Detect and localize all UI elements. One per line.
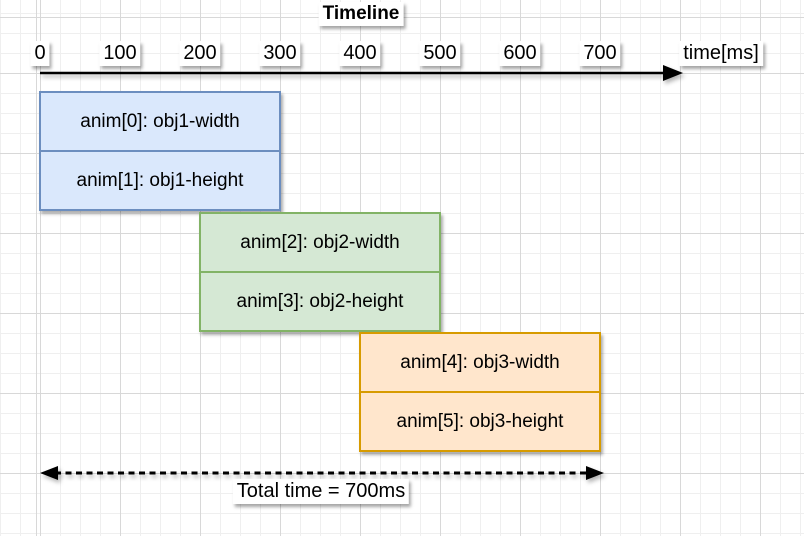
diagram-title: Timeline <box>318 2 404 26</box>
total-time-left-arrowhead-icon <box>40 466 58 480</box>
anim-bar-5: anim[5]: obj3-height <box>361 391 599 450</box>
axis-tick-label: 100 <box>99 41 141 66</box>
anim-group-obj3: anim[4]: obj3-width anim[5]: obj3-height <box>359 332 601 452</box>
anim-bar-2: anim[2]: obj2-width <box>240 231 400 253</box>
axis-tick-label: 200 <box>179 41 221 66</box>
anim-bar-4: anim[4]: obj3-width <box>400 351 560 373</box>
total-time-label: Total time = 700ms <box>232 479 410 504</box>
axis-tick-label: 700 <box>579 41 621 66</box>
axis-tick-label: 600 <box>499 41 541 66</box>
anim-group-obj2: anim[2]: obj2-width anim[3]: obj2-height <box>199 212 441 332</box>
axis-arrowhead-icon <box>663 65 683 81</box>
axis-unit-label: time[ms] <box>679 41 763 66</box>
axis-tick-label: 500 <box>419 41 461 66</box>
axis-tick-label: 300 <box>259 41 301 66</box>
anim-bar-0: anim[0]: obj1-width <box>80 110 240 132</box>
total-time-right-arrowhead-icon <box>586 466 604 480</box>
anim-bar-3: anim[3]: obj2-height <box>201 271 439 330</box>
anim-bar-1: anim[1]: obj1-height <box>41 150 279 209</box>
anim-group-obj1: anim[0]: obj1-width anim[1]: obj1-height <box>39 91 281 211</box>
axis-tick-label: 0 <box>30 41 50 66</box>
axis-tick-label: 400 <box>339 41 381 66</box>
